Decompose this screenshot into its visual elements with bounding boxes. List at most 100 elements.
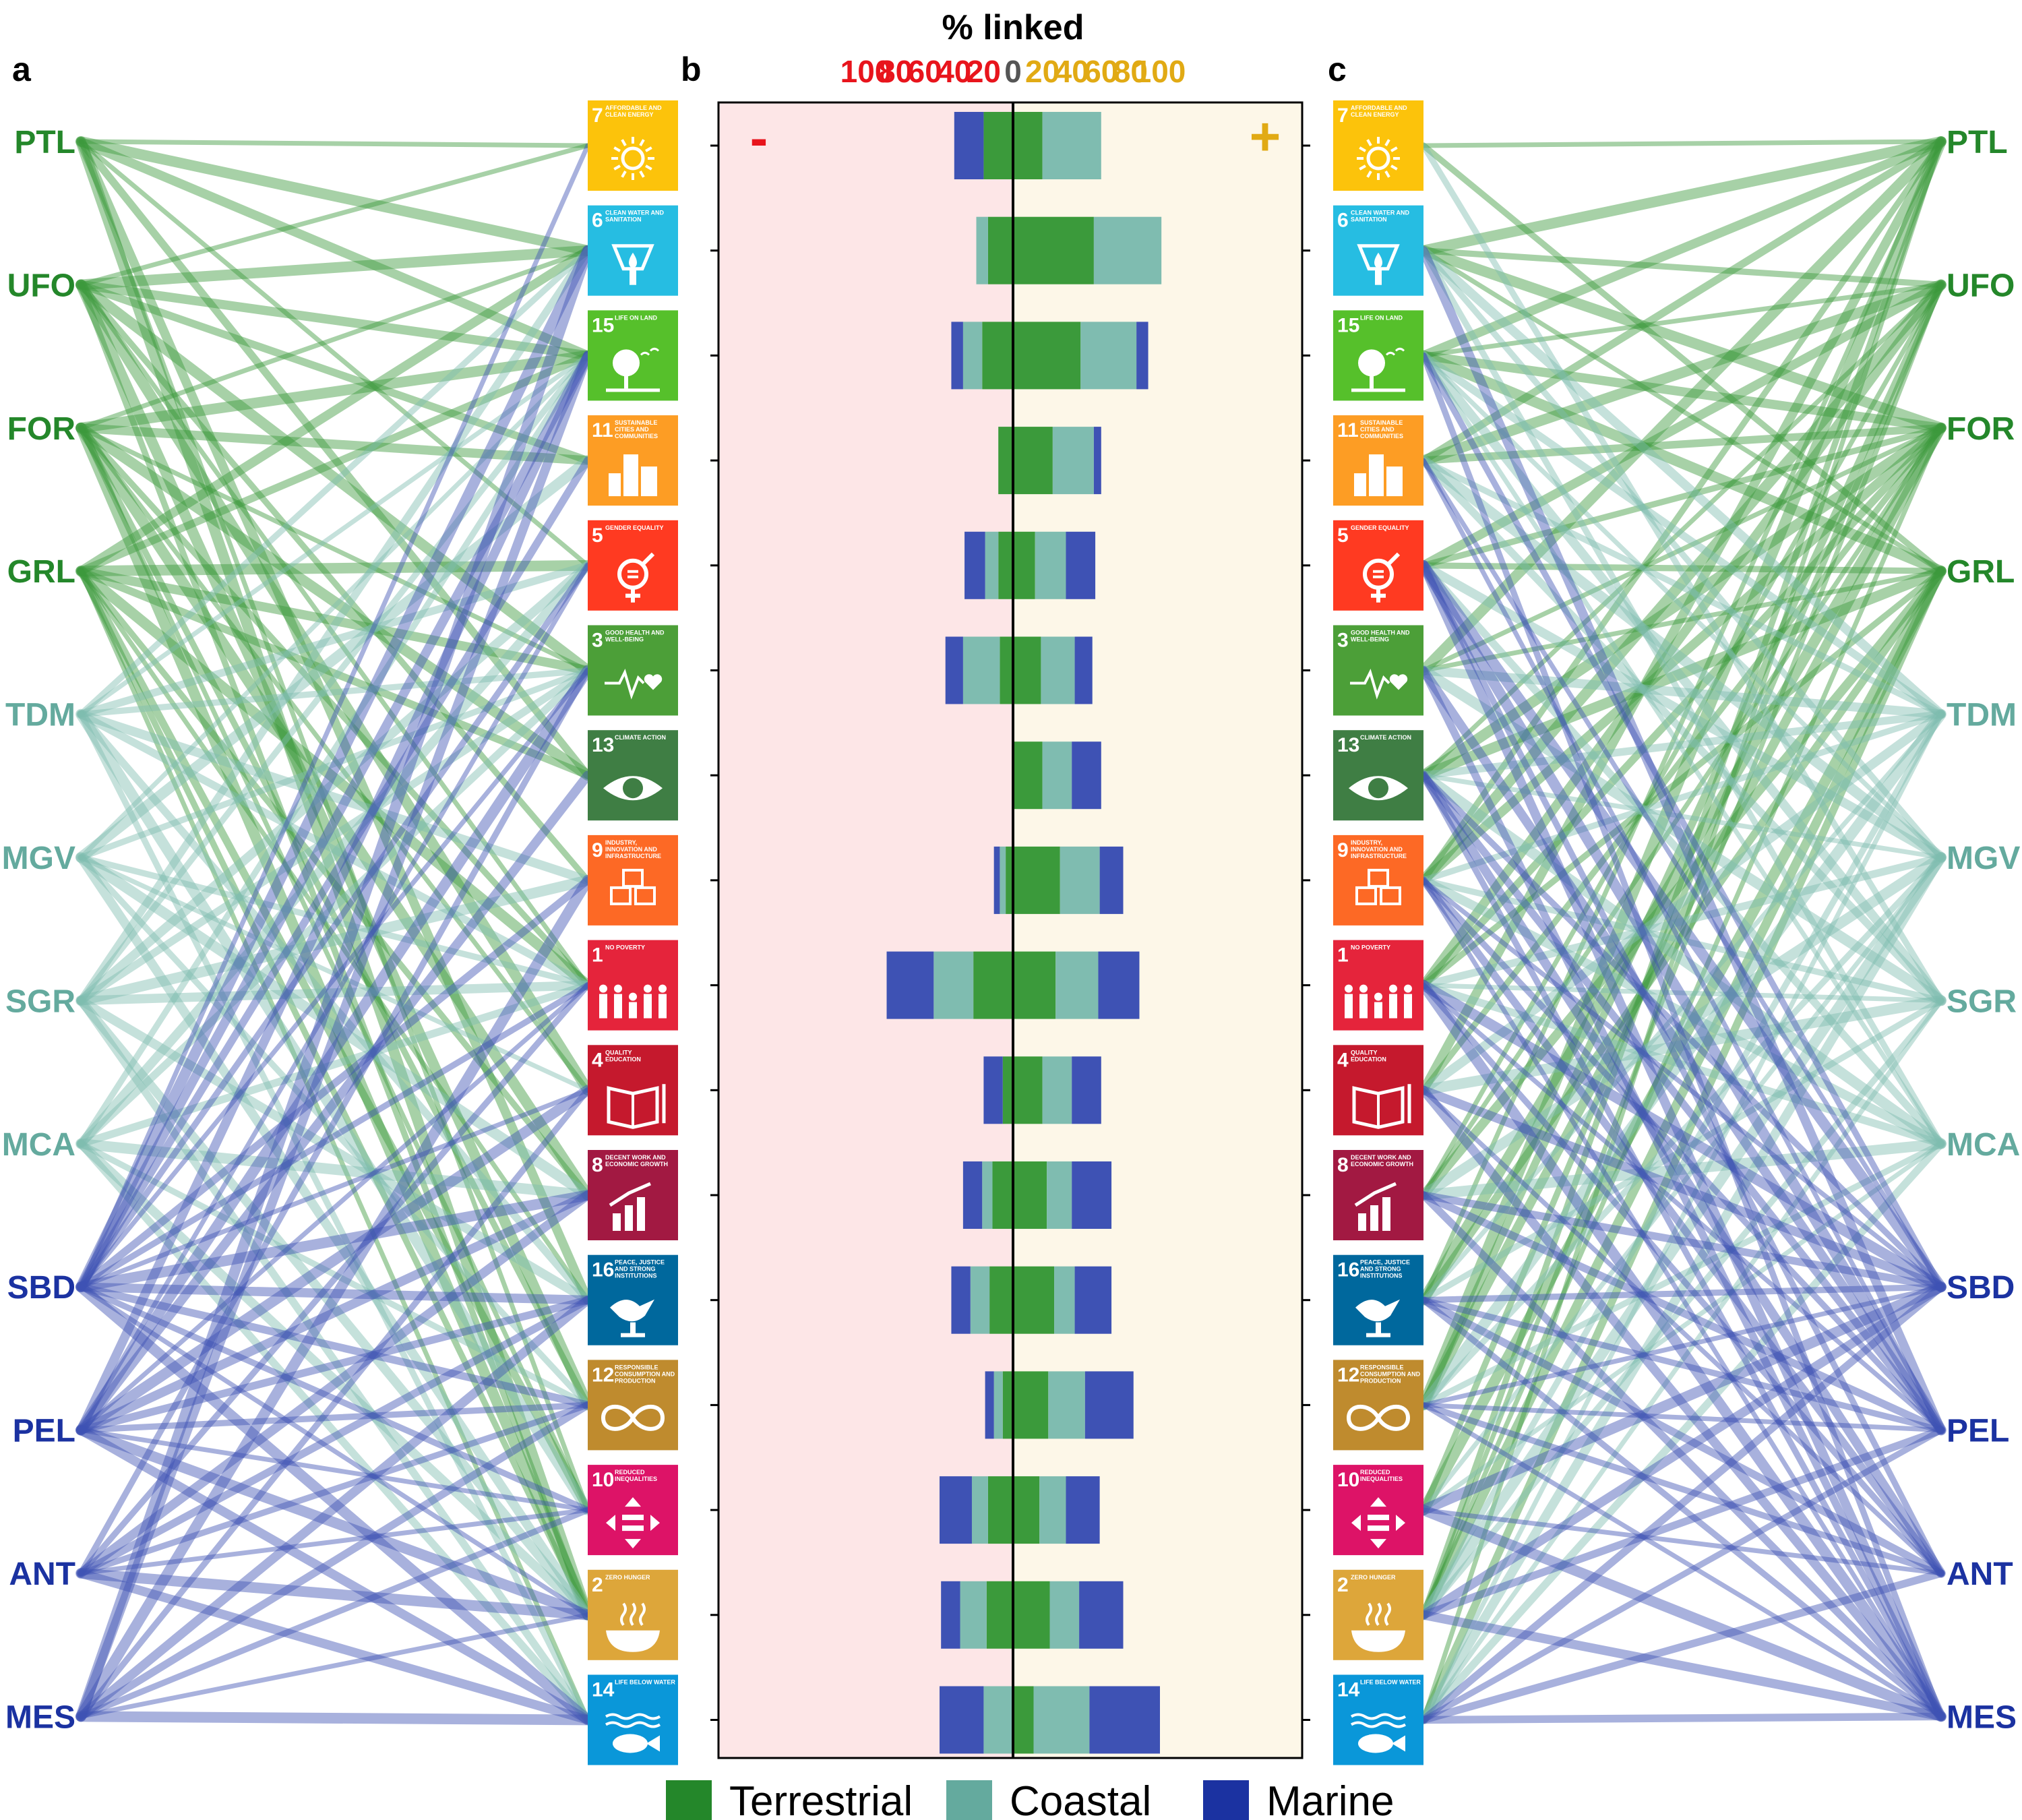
sdg-tile-left-9: 9 INDUSTRY, INNOVATION AND INFRASTRUCTURE [588, 835, 678, 926]
bar-neg-coastal-sdg10 [971, 1476, 988, 1544]
sdg-title: PEACE, JUSTICE AND STRONG INSTITUTIONS [615, 1259, 665, 1279]
link-neg-mca-sdg2 [76, 1139, 592, 1620]
link-neg-sgr-sdg2 [76, 996, 592, 1620]
link-pos-pel-sdg12 [1421, 1402, 1944, 1433]
link-pos-sgr-sdg11 [1419, 456, 1945, 1005]
link-pos-pel-sdg1 [1421, 983, 1944, 1433]
sun-plug-icon [611, 137, 654, 180]
bar-neg-marine-sdg14 [940, 1686, 984, 1754]
bar-neg-coastal-sdg15 [962, 322, 983, 390]
link-pos-pel-sdg6 [1419, 245, 1946, 1435]
sdg-title: GENDER EQUALITY [605, 524, 664, 531]
sdg-tile-left-2: 2 ZERO HUNGER [588, 1569, 678, 1660]
link-neg-tdm-sdg5 [77, 562, 592, 719]
link-pos-tdm-sdg4 [1419, 709, 1946, 1095]
link-neg-ufo-sdg4 [75, 279, 593, 1096]
link-neg-pel-sdg8 [76, 1190, 592, 1435]
link-neg-for-sdg6 [78, 248, 590, 431]
link-neg-mgv-sdg11 [75, 455, 593, 863]
link-pos-pel-sdg8 [1419, 1191, 1945, 1434]
ecosystem-label-left-mgv: MGV [2, 841, 75, 876]
sdg-tile-right-10: 10 REDUCED INEQUALITIES [1333, 1465, 1423, 1556]
link-pos-sgr-sdg9 [1420, 877, 1944, 1004]
link-pos-ptl-sdg3 [1418, 136, 1947, 676]
sdg-title: GOOD HEALTH AND WELL-BEING [605, 630, 665, 643]
positive-links-network [1418, 136, 1947, 1725]
ecosystem-label-right-mca: MCA [1947, 1127, 2020, 1163]
link-neg-mes-sdg10 [78, 1507, 591, 1720]
link-pos-sgr-sdg16 [1420, 997, 1944, 1304]
link-neg-sbd-sdg11 [77, 456, 592, 1291]
link-neg-for-sdg3 [78, 425, 590, 673]
sdg-tiles-right: 7 AFFORDABLE AND CLEAN ENERGY 6 CLEAN WATER … [1333, 100, 1423, 1765]
link-neg-tdm-sdg14 [78, 710, 591, 1724]
sdg-title: RESPONSIBLE CONSUMPTION AND PRODUCTION [1360, 1364, 1421, 1384]
bar-series [886, 112, 1162, 1754]
x-tick-label-neg: 60 [908, 54, 942, 89]
sdg-tile-left-12: 12 RESPONSIBLE CONSUMPTION AND PRODUCTION [588, 1360, 678, 1451]
x-tick-label-neg: 100 [840, 54, 892, 89]
link-neg-mes-sdg14 [75, 1711, 593, 1726]
sdg-number: 1 [1337, 944, 1349, 967]
sdg-number: 16 [1337, 1259, 1359, 1281]
x-tick-label-neg: 20 [967, 54, 1001, 89]
link-neg-mca-sdg8 [75, 1138, 593, 1201]
link-pos-mca-sdg12 [1420, 1141, 1944, 1408]
sdg-tile-left-7: 7 AFFORDABLE AND CLEAN ENERGY [588, 100, 678, 191]
link-pos-ptl-sdg12 [1418, 136, 1947, 1411]
link-neg-grl-sdg5 [75, 559, 593, 577]
bar-pos-coastal-sdg15 [1080, 322, 1137, 390]
bar-pos-terrestrial-sdg10 [1013, 1476, 1040, 1544]
bar-pos-terrestrial-sdg2 [1013, 1581, 1050, 1649]
sdg-number: 8 [1337, 1154, 1349, 1176]
gender-icon [1363, 552, 1401, 603]
link-pos-mes-sdg4 [1419, 1085, 1946, 1722]
link-neg-mca-sdg5 [76, 560, 592, 1149]
link-pos-ufo-sdg5 [1419, 280, 1946, 570]
ecosystem-labels-right: PTL UFO FOR GRL TDM MGV SGR MCA SBD PEL ANT MES [1947, 125, 2020, 1735]
link-neg-mgv-sdg8 [75, 852, 593, 1201]
link-neg-ant-sdg2 [75, 1568, 593, 1620]
link-pos-sbd-sdg13 [1420, 772, 1944, 1290]
category-ticks [710, 144, 1310, 1721]
link-neg-mca-sdg1 [77, 981, 592, 1148]
bar-pos-terrestrial-sdg15 [1013, 322, 1081, 390]
bar-neg-coastal-sdg8 [982, 1161, 993, 1229]
tree-icon [1351, 347, 1405, 392]
sdg-tile-left-1: 1 NO POVERTY [588, 940, 678, 1031]
bar-neg-terrestrial-sdg10 [987, 1476, 1013, 1544]
link-pos-for-sdg8 [1421, 425, 1944, 1198]
sdg-number: 12 [1337, 1364, 1359, 1386]
link-neg-sbd-sdg7 [78, 143, 590, 1290]
sdg-number: 8 [592, 1154, 603, 1176]
ecosystem-label-right-pel: PEL [1947, 1414, 2009, 1449]
sdg-title: INDUSTRY, INNOVATION AND INFRASTRUCTURE [605, 839, 661, 859]
sdg-number: 16 [592, 1259, 614, 1281]
sdg-tile-left-16: 16 PEACE, JUSTICE AND STRONG INSTITUTIONS [588, 1254, 678, 1345]
link-pos-ufo-sdg9 [1418, 279, 1947, 886]
link-neg-for-sdg2 [75, 422, 593, 1620]
link-neg-tdm-sdg16 [77, 710, 592, 1304]
link-neg-sbd-sdg14 [75, 1281, 593, 1726]
link-neg-mes-sdg2 [78, 1612, 590, 1719]
link-neg-pel-sdg2 [75, 1424, 593, 1620]
link-pos-sbd-sdg11 [1421, 458, 1944, 1290]
link-neg-for-sdg11 [76, 423, 592, 465]
negative-links-network [75, 136, 593, 1726]
link-neg-pel-sdg13 [76, 770, 592, 1435]
ecosystem-label-right-sgr: SGR [1947, 983, 2017, 1019]
link-pos-grl-sdg10 [1418, 566, 1947, 1516]
link-pos-sbd-sdg5 [1418, 559, 1947, 1293]
link-neg-sbd-sdg15 [76, 351, 592, 1292]
ecosystem-label-right-ufo: UFO [1947, 268, 2015, 303]
sdg-number: 14 [1337, 1679, 1360, 1701]
sdg-tile-right-15: 15 LIFE ON LAND [1333, 310, 1423, 401]
bar-pos-terrestrial-sdg16 [1013, 1266, 1055, 1334]
bar-pos-coastal-sdg5 [1035, 531, 1066, 599]
link-neg-mgv-sdg1 [78, 854, 591, 989]
link-pos-ufo-sdg2 [1421, 282, 1944, 1618]
link-pos-sgr-sdg1 [1421, 983, 1944, 1003]
link-pos-grl-sdg7 [1420, 142, 1944, 574]
positive-sign-label: + [1250, 107, 1281, 166]
bar-pos-marine-sdg1 [1098, 951, 1140, 1019]
